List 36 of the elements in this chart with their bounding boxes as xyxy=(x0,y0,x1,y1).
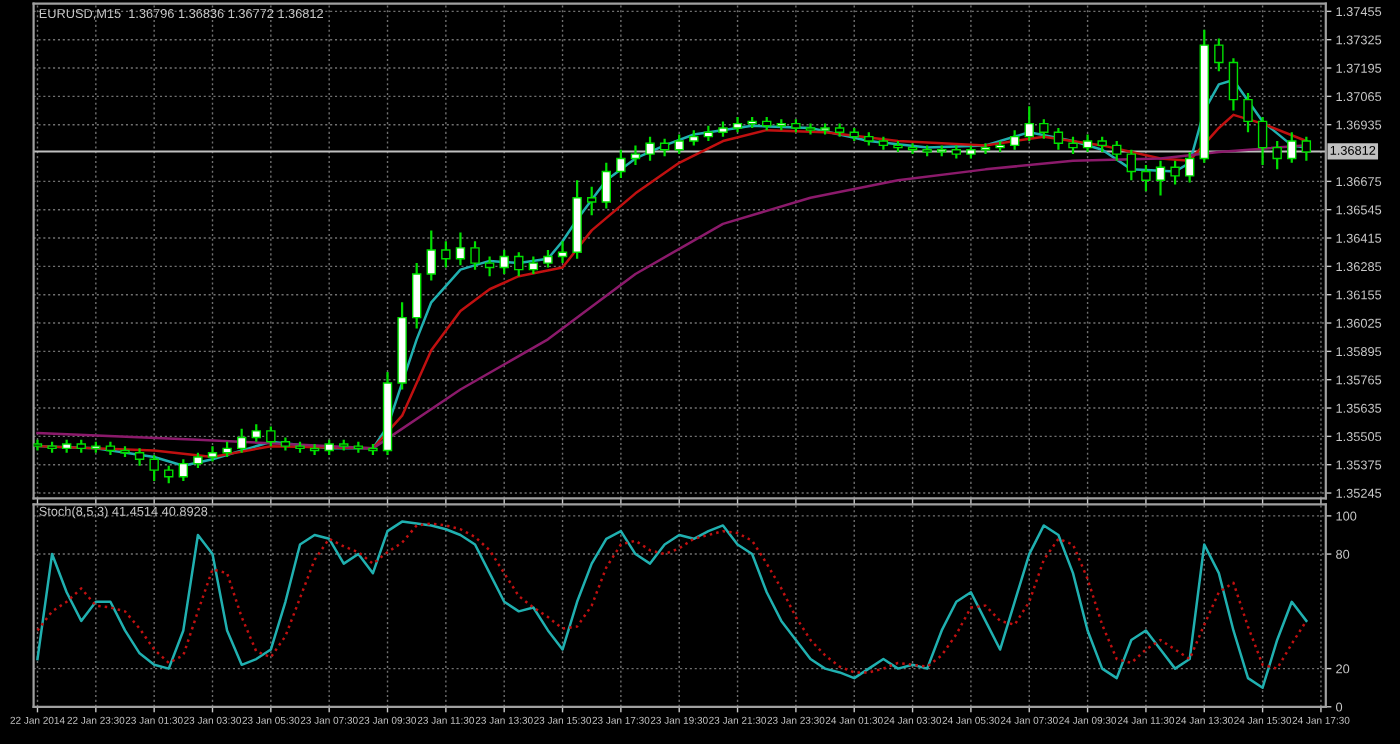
candlestick xyxy=(601,161,611,210)
candlestick xyxy=(1009,129,1020,151)
candlestick xyxy=(1053,126,1064,151)
candlestick xyxy=(499,248,509,276)
candlestick xyxy=(441,240,451,269)
candlestick xyxy=(1155,159,1166,197)
candlestick xyxy=(1126,148,1137,182)
candlestick xyxy=(1039,118,1049,140)
candlestick xyxy=(266,425,276,448)
candlestick xyxy=(645,135,655,162)
candlestick xyxy=(1170,159,1180,186)
candlestick xyxy=(1228,57,1239,112)
candlestick xyxy=(1243,91,1253,134)
candlestick xyxy=(426,229,436,282)
candlestick xyxy=(630,144,641,167)
candlestick xyxy=(470,240,480,271)
candlestick xyxy=(587,185,597,217)
candlestick xyxy=(616,148,626,180)
candlestick xyxy=(1112,139,1122,162)
candlestick xyxy=(1024,105,1034,143)
candlestick xyxy=(1184,150,1195,184)
candlestick xyxy=(1272,139,1282,171)
candlestick xyxy=(1141,163,1151,193)
candlestick xyxy=(674,133,684,156)
candlestick xyxy=(1257,115,1268,167)
candlestick xyxy=(557,240,568,265)
candlestick xyxy=(411,261,422,330)
candlestick xyxy=(149,453,159,483)
candlestick xyxy=(236,427,247,454)
candlestick xyxy=(1301,135,1312,162)
candlestick xyxy=(484,255,495,278)
candlestick xyxy=(1287,131,1297,164)
candlestick xyxy=(1214,37,1224,73)
candlestick xyxy=(514,251,524,278)
candlestick xyxy=(455,231,466,267)
candlestick xyxy=(178,458,189,483)
